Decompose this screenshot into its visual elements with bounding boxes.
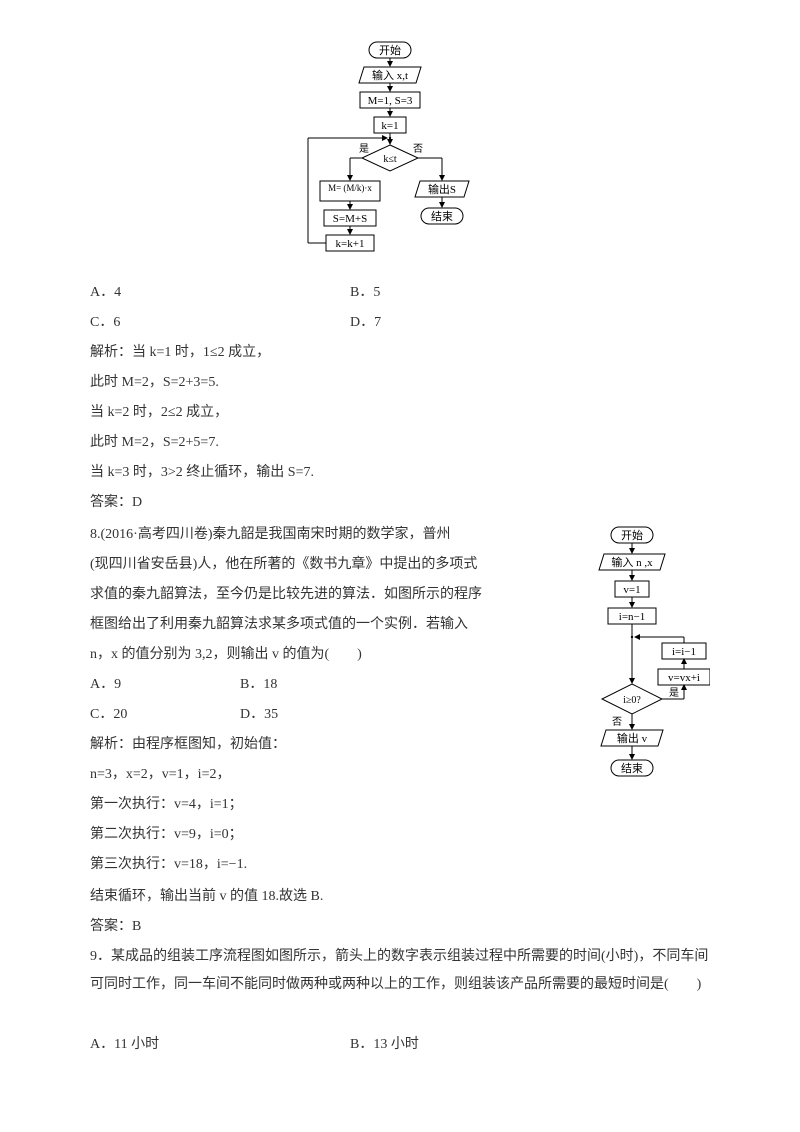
- q8-sol-3: 第二次执行：v=9，i=0；: [90, 821, 570, 849]
- q8-option-a: A．9: [90, 671, 240, 699]
- flowchart-top-svg: 开始 输入 x,t M=1, S=3 k=1 k≤t 是 否: [290, 40, 490, 260]
- q8-option-d: D．35: [240, 701, 570, 729]
- q8-answer: 答案：B: [90, 913, 710, 941]
- fc-output: 输出S: [428, 182, 456, 196]
- q8-block: 8.(2016·高考四川卷)秦九韶是我国南宋时期的数学家，普州 (现四川省安岳县…: [90, 519, 710, 881]
- flowchart-q8-svg: 开始 输入 n ,x v=1 i=n−1 i=i−1 v=: [580, 525, 710, 795]
- q8-stem3: 求值的秦九韶算法，至今仍是比较先进的算法．如图所示的程序: [90, 581, 570, 609]
- q8-sol-line: 解析：由程序框图知，初始值：: [90, 731, 570, 759]
- q9-figure-placeholder: [90, 1001, 710, 1029]
- fc-end: 结束: [431, 210, 453, 223]
- fc-mstep: M= (M/k)·x: [328, 183, 372, 193]
- fc-init: M=1, S=3: [368, 95, 413, 107]
- fc-sstep: S=M+S: [333, 213, 367, 225]
- q7-option-a: A．4: [90, 279, 350, 307]
- q8-sol-0: 由程序框图知，初始值：: [132, 737, 286, 752]
- q9-stem: 9．某成品的组装工序流程图如图所示，箭头上的数字表示组装过程中所需要的时间(小时…: [90, 943, 710, 999]
- q8-stem4: 框图给出了利用秦九韶算法求某多项式值的一个实例．若输入: [90, 611, 570, 639]
- fc-kinit: k=1: [381, 120, 398, 132]
- q8-option-c: C．20: [90, 701, 240, 729]
- q7-answer: 答案：D: [90, 489, 710, 517]
- q7-option-b: B．5: [350, 279, 710, 307]
- q7-sol-line: 解析：当 k=1 时，1≤2 成立，: [90, 339, 710, 367]
- q8-options-row2: C．20 D．35: [90, 701, 570, 729]
- q8fc-cond: i≥0?: [623, 695, 641, 706]
- q8-flowchart: 开始 输入 n ,x v=1 i=n−1 i=i−1 v=: [580, 525, 710, 806]
- q8-options-row1: A．9 B．18: [90, 671, 570, 699]
- q8fc-vstep: v=vx+i: [668, 672, 700, 684]
- q7-sol-label: 解析：: [90, 345, 132, 360]
- q7-sol-4: 当 k=3 时，3>2 终止循环，输出 S=7.: [90, 459, 710, 487]
- q7-sol-1: 此时 M=2，S=2+3=5.: [90, 369, 710, 397]
- q8-conclusion: 结束循环，输出当前 v 的值 18.故选 B.: [90, 883, 710, 911]
- q8-sol-1: n=3，x=2，v=1，i=2，: [90, 761, 570, 789]
- q7-options-row2: C．6 D．7: [90, 309, 710, 337]
- fc-yes: 是: [359, 143, 369, 155]
- fc-kstep: k=k+1: [336, 238, 365, 250]
- q8fc-no: 否: [612, 716, 622, 728]
- q8-sol-2: 第一次执行：v=4，i=1；: [90, 791, 570, 819]
- q7-sol-3: 此时 M=2，S=2+5=7.: [90, 429, 710, 457]
- q8-sol-label: 解析：: [90, 737, 132, 752]
- q8fc-output: 输出 v: [617, 731, 648, 745]
- q8fc-vinit: v=1: [623, 584, 640, 596]
- q8-stem2: (现四川省安岳县)人，他在所著的《数书九章》中提出的多项式: [90, 551, 570, 579]
- q8fc-istep: i=i−1: [672, 646, 696, 658]
- q7-sol-2: 当 k=2 时，2≤2 成立，: [90, 399, 710, 427]
- q7-flowchart: 开始 输入 x,t M=1, S=3 k=1 k≤t 是 否: [290, 40, 710, 271]
- q8fc-end: 结束: [621, 762, 643, 775]
- q8-option-b: B．18: [240, 671, 570, 699]
- q7-sol-0: 当 k=1 时，1≤2 成立，: [132, 345, 270, 360]
- q8fc-yes: 是: [669, 687, 679, 699]
- q8fc-start: 开始: [621, 528, 643, 542]
- q9-option-b: B．13 小时: [350, 1031, 710, 1059]
- q8fc-iinit: i=n−1: [619, 611, 645, 623]
- q7-option-d: D．7: [350, 309, 710, 337]
- q9-options-row1: A．11 小时 B．13 小时: [90, 1031, 710, 1059]
- q7-option-c: C．6: [90, 309, 350, 337]
- q9-option-a: A．11 小时: [90, 1031, 350, 1059]
- q8-stem1: 8.(2016·高考四川卷)秦九韶是我国南宋时期的数学家，普州: [90, 521, 570, 549]
- q8fc-input: 输入 n ,x: [611, 555, 653, 569]
- fc-no: 否: [413, 143, 423, 155]
- fc-input: 输入 x,t: [372, 68, 408, 82]
- fc-cond: k≤t: [383, 154, 396, 165]
- fc-start: 开始: [379, 43, 401, 57]
- q7-options-row1: A．4 B．5: [90, 279, 710, 307]
- q8-stem5: n，x 的值分别为 3,2，则输出 v 的值为( ): [90, 641, 570, 669]
- q8-sol-4: 第三次执行：v=18，i=−1.: [90, 851, 570, 879]
